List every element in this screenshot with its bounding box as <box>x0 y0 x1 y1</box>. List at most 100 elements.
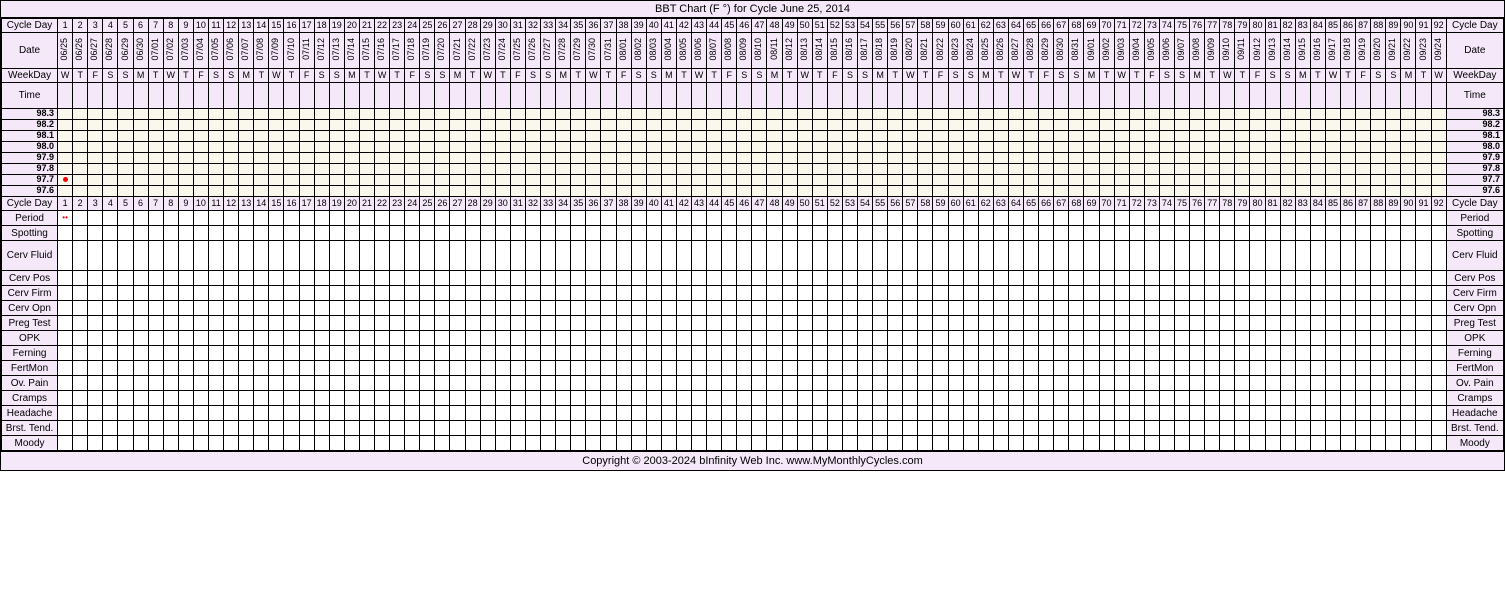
temp-cell <box>1190 109 1205 120</box>
data-cell <box>1205 286 1220 301</box>
temp-cell <box>1129 109 1144 120</box>
data-cell <box>541 271 556 286</box>
temp-cell <box>495 175 510 186</box>
data-cell <box>1099 241 1114 271</box>
data-cell <box>254 376 269 391</box>
temp-cell <box>193 175 208 186</box>
data-row-label: Cerv Opn <box>2 301 58 316</box>
temp-cell <box>73 131 88 142</box>
temp-cell <box>616 175 631 186</box>
data-cell <box>978 211 993 226</box>
temp-cell <box>495 131 510 142</box>
temp-cell <box>1008 142 1023 153</box>
data-row-label-right: OPK <box>1446 331 1503 346</box>
data-cell <box>314 331 329 346</box>
data-row-label-right: Period <box>1446 211 1503 226</box>
data-cell <box>933 211 948 226</box>
data-cell <box>359 316 374 331</box>
data-cell <box>1431 226 1446 241</box>
data-cell <box>1144 361 1159 376</box>
cycle-day-cell: 1 <box>58 19 73 33</box>
data-cell <box>1008 286 1023 301</box>
data-cell <box>193 331 208 346</box>
data-cell <box>541 376 556 391</box>
temp-cell <box>918 164 933 175</box>
data-cell <box>1220 226 1235 241</box>
data-cell <box>933 241 948 271</box>
data-cell <box>284 421 299 436</box>
temp-cell <box>1341 186 1356 197</box>
data-cell <box>646 286 661 301</box>
data-cell <box>510 346 525 361</box>
temp-cell <box>993 109 1008 120</box>
date-cell: 08/14 <box>812 33 827 69</box>
data-cell <box>1069 316 1084 331</box>
data-cell <box>1341 391 1356 406</box>
data-cell <box>631 406 646 421</box>
temp-cell <box>375 142 390 153</box>
temp-cell <box>556 186 571 197</box>
data-cell <box>707 331 722 346</box>
date-cell: 08/10 <box>752 33 767 69</box>
temp-cell <box>510 142 525 153</box>
data-cell <box>269 301 284 316</box>
temp-cell <box>133 109 148 120</box>
temp-cell <box>1205 109 1220 120</box>
data-cell <box>676 421 691 436</box>
temp-cell <box>193 131 208 142</box>
weekday-cell: T <box>1099 69 1114 83</box>
cycle-day-cell: 53 <box>842 197 857 211</box>
data-cell <box>1069 286 1084 301</box>
data-cell <box>737 436 752 451</box>
date-cell: 08/12 <box>782 33 797 69</box>
data-cell <box>948 376 963 391</box>
data-cell <box>1190 376 1205 391</box>
data-cell <box>1341 211 1356 226</box>
temp-cell <box>1325 186 1340 197</box>
data-cell <box>510 361 525 376</box>
data-cell <box>1356 346 1371 361</box>
temp-cell <box>510 153 525 164</box>
weekday-cell: S <box>737 69 752 83</box>
temp-cell <box>1386 131 1401 142</box>
data-cell <box>1235 226 1250 241</box>
data-cell <box>1114 361 1129 376</box>
data-cell <box>148 346 163 361</box>
data-cell <box>224 241 239 271</box>
data-cell <box>1265 346 1280 361</box>
data-cell <box>737 316 752 331</box>
weekday-cell: T <box>1310 69 1325 83</box>
cycle-day-cell: 11 <box>208 197 223 211</box>
data-cell <box>797 316 812 331</box>
temp-cell <box>133 153 148 164</box>
temp-cell <box>737 175 752 186</box>
data-cell <box>797 376 812 391</box>
data-row-label-right: Moody <box>1446 436 1503 451</box>
data-cell <box>556 346 571 361</box>
temp-cell <box>1054 142 1069 153</box>
time-cell <box>314 83 329 109</box>
data-cell <box>465 226 480 241</box>
data-cell <box>224 226 239 241</box>
data-cell <box>1190 316 1205 331</box>
cycle-day-cell: 82 <box>1280 197 1295 211</box>
temp-cell <box>284 153 299 164</box>
data-cell <box>1280 406 1295 421</box>
temp-cell <box>1114 153 1129 164</box>
temp-cell <box>405 109 420 120</box>
data-cell <box>375 391 390 406</box>
data-cell <box>978 361 993 376</box>
data-cell <box>148 226 163 241</box>
temp-cell <box>525 164 540 175</box>
temp-cell <box>676 109 691 120</box>
data-cell <box>208 361 223 376</box>
cycle-day-cell: 22 <box>375 19 390 33</box>
cycle-day-cell: 71 <box>1114 19 1129 33</box>
data-cell <box>239 331 254 346</box>
data-cell <box>510 316 525 331</box>
data-cell <box>1341 331 1356 346</box>
data-cell <box>1416 406 1431 421</box>
date-cell: 08/25 <box>978 33 993 69</box>
temp-cell <box>178 153 193 164</box>
data-cell <box>1280 421 1295 436</box>
